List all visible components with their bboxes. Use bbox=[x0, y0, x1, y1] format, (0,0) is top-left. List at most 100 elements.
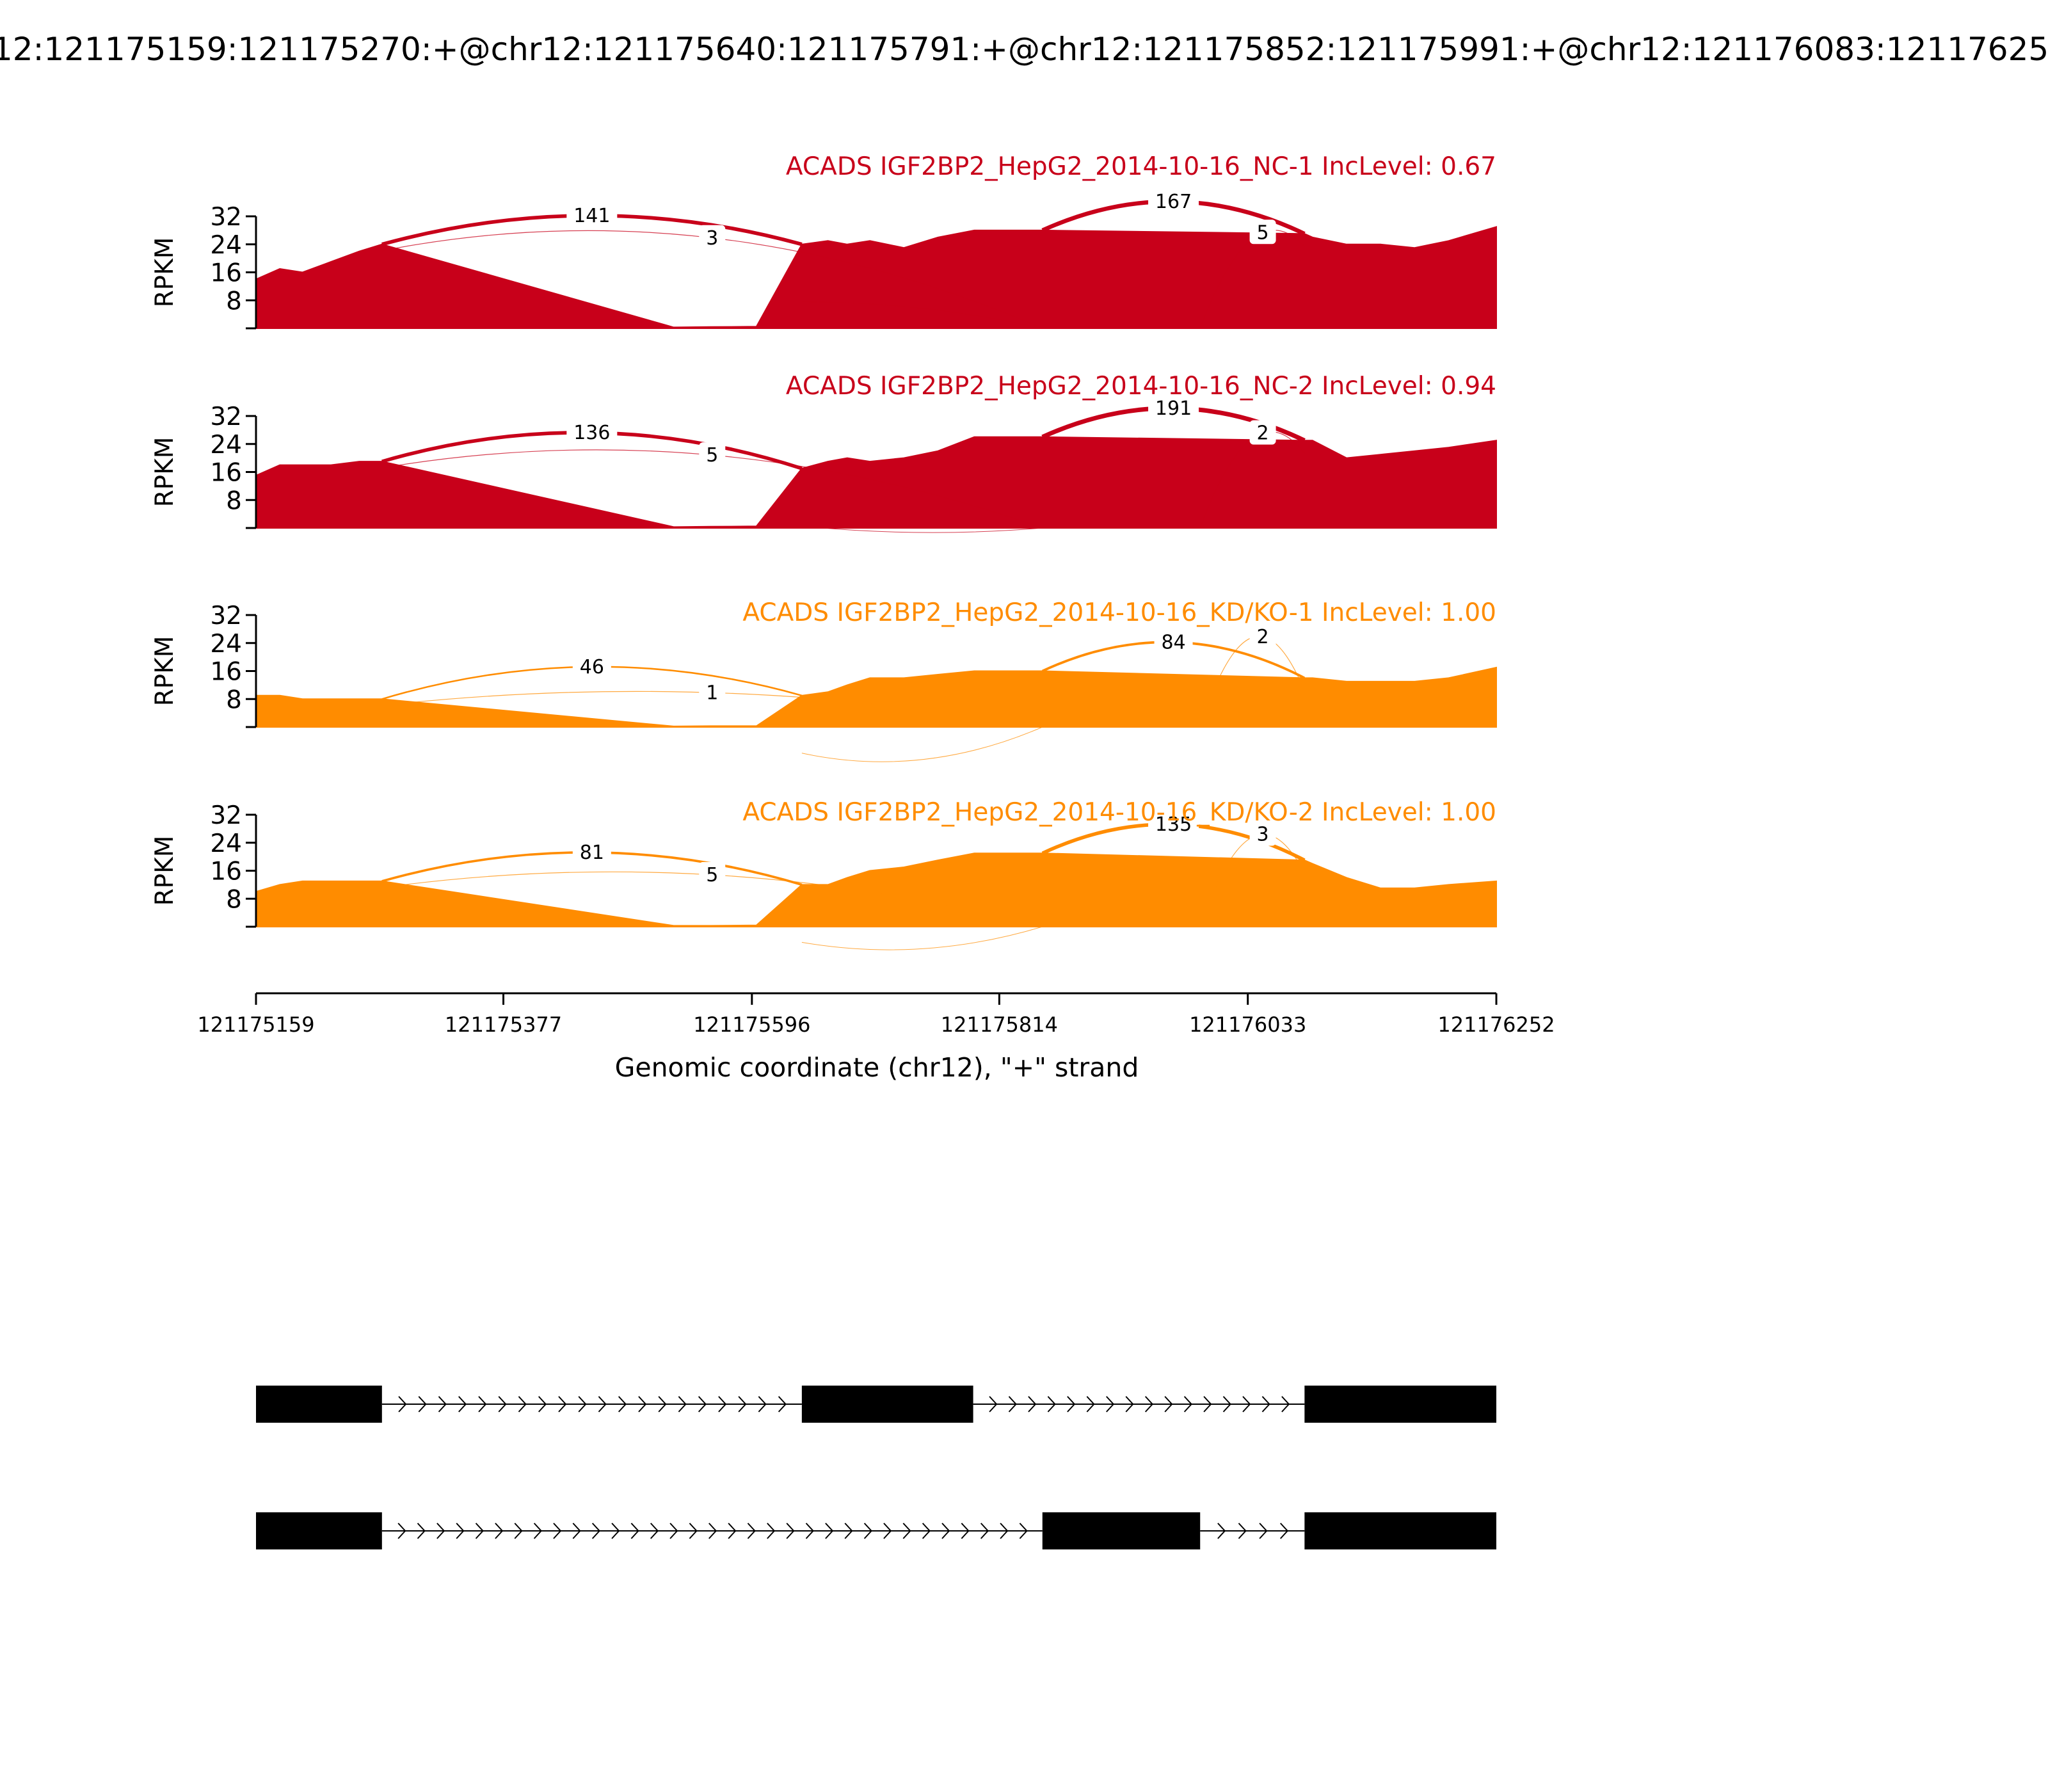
strand-chevron bbox=[1019, 1523, 1028, 1539]
strand-chevron bbox=[591, 1523, 601, 1539]
exon-block bbox=[256, 1512, 382, 1549]
x-axis-label: Genomic coordinate (chr12), "+" strand bbox=[615, 1052, 1139, 1083]
strand-chevron bbox=[495, 1523, 504, 1539]
strand-chevron bbox=[1086, 1396, 1095, 1412]
x-tick-label: 121175159 bbox=[197, 1012, 314, 1037]
strand-chevron bbox=[558, 1396, 567, 1412]
junction-label-bg bbox=[1249, 821, 1276, 846]
x-tick-label: 121175814 bbox=[941, 1012, 1058, 1037]
strand-chevron bbox=[778, 1396, 787, 1412]
strand-chevron bbox=[611, 1523, 620, 1539]
junction-count: 5 bbox=[706, 444, 718, 467]
junction-label-bg bbox=[1148, 395, 1199, 420]
chart-title: chr12:121175159:121175270:+@chr12:121175… bbox=[0, 31, 2048, 68]
strand-chevron bbox=[1047, 1396, 1056, 1412]
junction-count: 141 bbox=[573, 205, 610, 227]
isoform-model bbox=[256, 1386, 1496, 1423]
strand-chevron bbox=[980, 1523, 989, 1539]
strand-chevron bbox=[598, 1396, 607, 1412]
strand-chevron bbox=[941, 1523, 950, 1539]
y-axis-label: RPKM bbox=[150, 237, 179, 308]
x-axis: 121175159 121175377 121175596 121175814 1211… bbox=[197, 992, 1555, 1037]
strand-chevron bbox=[514, 1523, 523, 1539]
strand-chevron bbox=[989, 1396, 998, 1412]
strand-chevron bbox=[1008, 1396, 1017, 1412]
strand-chevron bbox=[805, 1523, 814, 1539]
strand-chevron bbox=[728, 1523, 737, 1539]
strand-chevron bbox=[844, 1523, 853, 1539]
strand-chevron bbox=[883, 1523, 892, 1539]
strand-chevron bbox=[572, 1523, 581, 1539]
strand-chevron bbox=[498, 1396, 507, 1412]
junction-count: 3 bbox=[1257, 824, 1269, 846]
junction-label-bg bbox=[1249, 623, 1276, 648]
strand-chevron bbox=[1242, 1396, 1251, 1412]
y-tick-label: 32 bbox=[210, 203, 242, 232]
junction-arc bbox=[801, 301, 1043, 329]
junction-count: 5 bbox=[1257, 221, 1269, 244]
junction-label-bg bbox=[566, 202, 618, 227]
junction-count: 1 bbox=[706, 682, 718, 704]
junction-count: 191 bbox=[1155, 397, 1192, 420]
y-tick-label: 32 bbox=[210, 602, 242, 630]
strand-chevron bbox=[397, 1523, 406, 1539]
strand-chevron bbox=[961, 1523, 970, 1539]
panel-label: ACADS IGF2BP2_HepG2_2014-10-16_NC-1 IncL… bbox=[786, 152, 1496, 181]
isoform-track bbox=[256, 1386, 1496, 1549]
strand-chevron bbox=[1217, 1523, 1226, 1539]
exon-block bbox=[1042, 1512, 1201, 1549]
junction-label-bg bbox=[1154, 629, 1193, 654]
strand-chevron bbox=[708, 1523, 717, 1539]
strand-chevron bbox=[458, 1396, 467, 1412]
junction-label-bg bbox=[1249, 220, 1276, 244]
junction-label-bg bbox=[699, 861, 726, 886]
strand-chevron bbox=[417, 1523, 426, 1539]
strand-chevron bbox=[658, 1396, 667, 1412]
strand-chevron bbox=[1222, 1396, 1231, 1412]
y-tick-label: 24 bbox=[210, 231, 242, 260]
strand-chevron bbox=[825, 1523, 834, 1539]
strand-chevron bbox=[1238, 1523, 1247, 1539]
strand-chevron bbox=[618, 1396, 627, 1412]
strand-chevron bbox=[478, 1396, 487, 1412]
junction-count: 81 bbox=[580, 842, 604, 864]
strand-chevron bbox=[1067, 1396, 1076, 1412]
strand-chevron bbox=[863, 1523, 872, 1539]
strand-chevron bbox=[398, 1396, 407, 1412]
coverage-area bbox=[255, 436, 1497, 529]
strand-chevron bbox=[1144, 1396, 1154, 1412]
exon-block bbox=[1304, 1512, 1496, 1549]
junction-label-bg bbox=[699, 225, 726, 250]
junction-count: 136 bbox=[573, 422, 610, 444]
strand-chevron bbox=[438, 1396, 447, 1412]
strand-chevron bbox=[669, 1523, 678, 1539]
strand-chevron bbox=[902, 1523, 911, 1539]
strand-chevron bbox=[738, 1396, 747, 1412]
x-tick-label: 121176252 bbox=[1437, 1012, 1555, 1037]
strand-chevron bbox=[786, 1523, 795, 1539]
strand-chevron bbox=[718, 1396, 727, 1412]
strand-chevron bbox=[758, 1396, 767, 1412]
junction-label-bg bbox=[1249, 420, 1276, 445]
strand-chevron bbox=[1183, 1396, 1192, 1412]
y-tick-label: 8 bbox=[226, 287, 242, 316]
strand-chevron bbox=[518, 1396, 527, 1412]
junction-label-bg bbox=[699, 442, 726, 467]
junction-count: 46 bbox=[580, 656, 604, 678]
isoform-model bbox=[256, 1512, 1496, 1549]
strand-chevron bbox=[578, 1396, 587, 1412]
strand-chevron bbox=[922, 1523, 931, 1539]
strand-chevron bbox=[1259, 1523, 1268, 1539]
strand-chevron bbox=[698, 1396, 707, 1412]
strand-chevron bbox=[1261, 1396, 1270, 1412]
strand-chevron bbox=[1164, 1396, 1173, 1412]
junction-label-bg bbox=[699, 680, 726, 705]
junction-label-bg bbox=[566, 420, 618, 445]
x-tick-label: 121176033 bbox=[1189, 1012, 1306, 1037]
strand-chevron bbox=[533, 1523, 542, 1539]
y-tick-label: 8 bbox=[226, 486, 242, 515]
